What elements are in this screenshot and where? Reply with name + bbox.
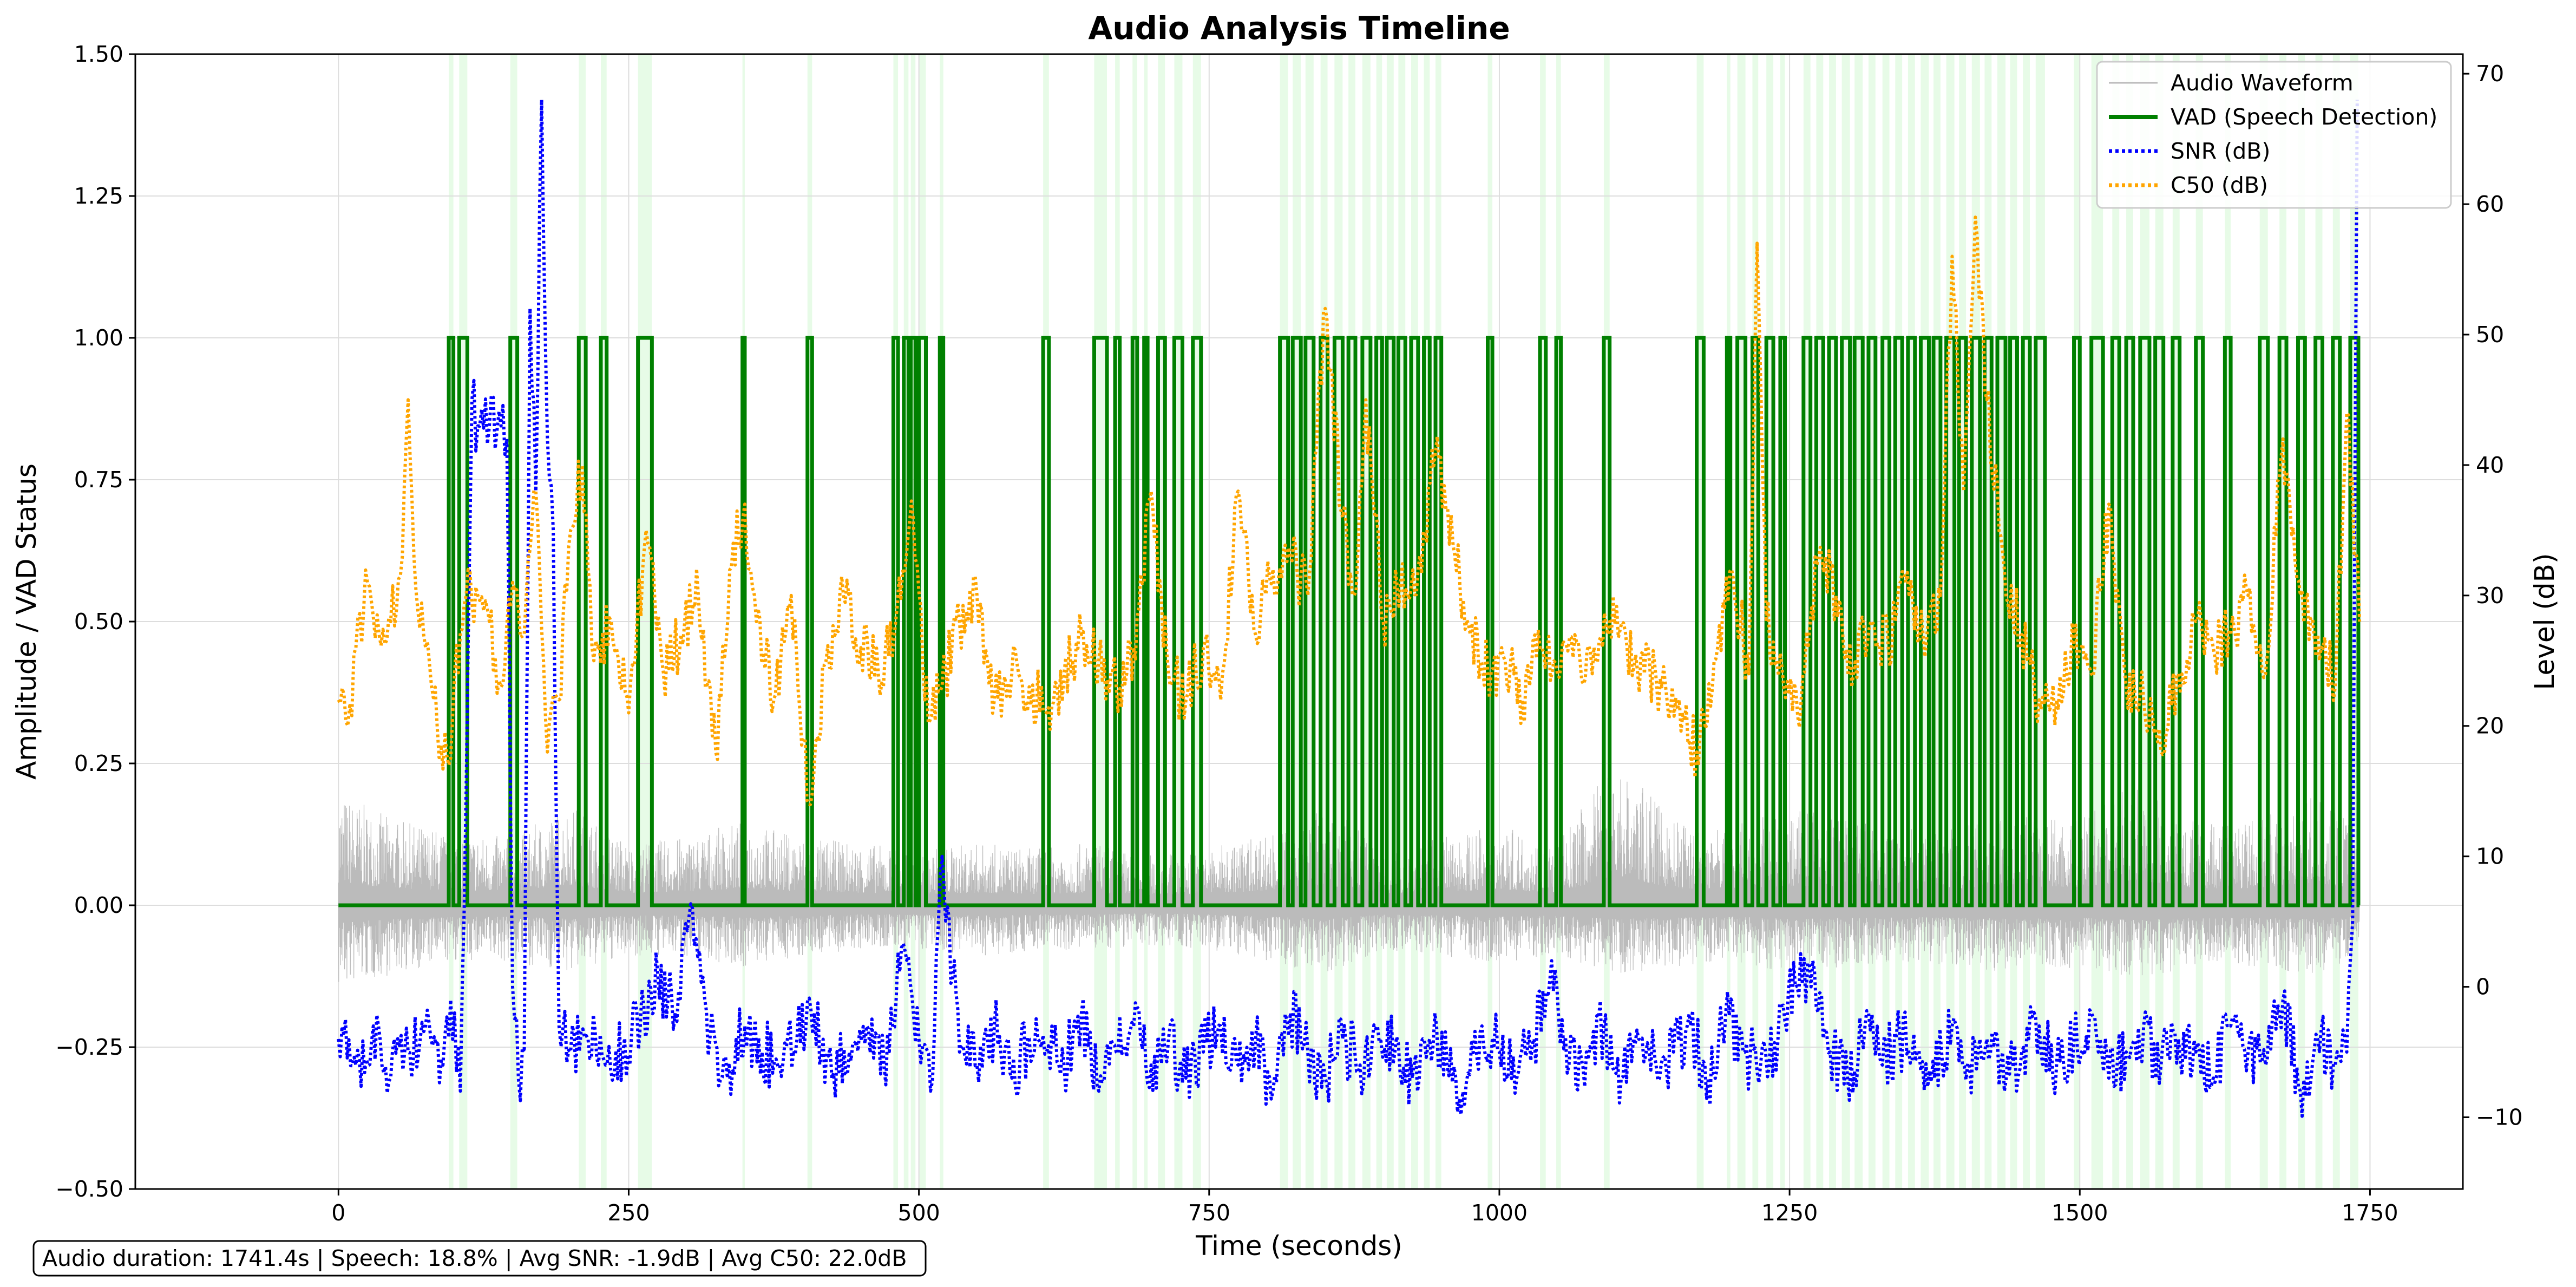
y2-axis-title: Level (dB) [2529, 553, 2560, 690]
x-tick-label-5: 1250 [1761, 1200, 1818, 1226]
x-tick-label-6: 1500 [2051, 1200, 2108, 1226]
y2-tick-label-0: −10 [2476, 1104, 2523, 1130]
y-tick-label-3: 0.25 [74, 750, 123, 776]
c50-line [337, 215, 2362, 806]
chart-title: Audio Analysis Timeline [1088, 10, 1510, 47]
stats-text: Audio duration: 1741.4s | Speech: 18.8% … [42, 1245, 907, 1271]
y2-tick-label-4: 30 [2476, 583, 2504, 609]
stats-box: Audio duration: 1741.4s | Speech: 18.8% … [32, 1240, 927, 1277]
y2-tick-label-7: 60 [2476, 191, 2504, 217]
y-tick-label-7: 1.25 [74, 183, 123, 209]
y-tick-label-8: 1.50 [74, 41, 123, 67]
x-tick-label-2: 500 [897, 1200, 940, 1226]
y-tick-label-4: 0.50 [74, 609, 123, 635]
y2-tick-label-8: 70 [2476, 61, 2504, 87]
y2-tick-label-1: 0 [2476, 974, 2490, 1000]
legend-label-waveform: Audio Waveform [2171, 70, 2354, 96]
y-axis-left: −0.50 −0.25 0.00 0.25 0.50 0.75 1.00 1.25 1.50 [55, 41, 135, 1202]
x-tick-label-4: 1000 [1471, 1200, 1528, 1226]
x-tick-label-1: 250 [607, 1200, 650, 1226]
snr-layer [337, 98, 2359, 1118]
legend: Audio Waveform VAD (Speech Detection) SN… [2096, 61, 2452, 209]
y-tick-label-6: 1.00 [74, 325, 123, 351]
y-tick-label-1: −0.25 [55, 1034, 123, 1060]
x-tick-label-0: 0 [331, 1200, 345, 1226]
y-tick-label-5: 0.75 [74, 467, 123, 493]
y-axis-right: −10 0 10 20 30 40 50 60 70 [2463, 61, 2523, 1130]
vad-layer [338, 336, 2361, 907]
y-tick-label-2: 0.00 [74, 892, 123, 918]
x-tick-label-7: 1750 [2342, 1200, 2398, 1226]
x-axis-title: Time (seconds) [1195, 1230, 1402, 1262]
stats-box-frame [32, 1240, 927, 1277]
legend-label-snr: SNR (dB) [2171, 138, 2270, 164]
y2-tick-label-3: 20 [2476, 713, 2504, 739]
y-tick-label-0: −0.50 [55, 1176, 123, 1202]
y-axis-title: Amplitude / VAD Status [11, 463, 42, 780]
x-tick-label-3: 750 [1188, 1200, 1230, 1226]
vad-step-line [338, 336, 2361, 907]
y2-tick-label-6: 50 [2476, 322, 2504, 348]
legend-label-vad: VAD (Speech Detection) [2171, 104, 2437, 130]
legend-label-c50: C50 (dB) [2171, 172, 2268, 198]
x-axis: 0 250 500 750 1000 1250 1500 1750 [331, 1189, 2398, 1226]
y2-tick-label-5: 40 [2476, 452, 2504, 478]
c50-layer [337, 215, 2362, 806]
legend-box [2096, 61, 2452, 209]
y2-tick-label-2: 10 [2476, 844, 2504, 870]
snr-line [337, 98, 2359, 1118]
